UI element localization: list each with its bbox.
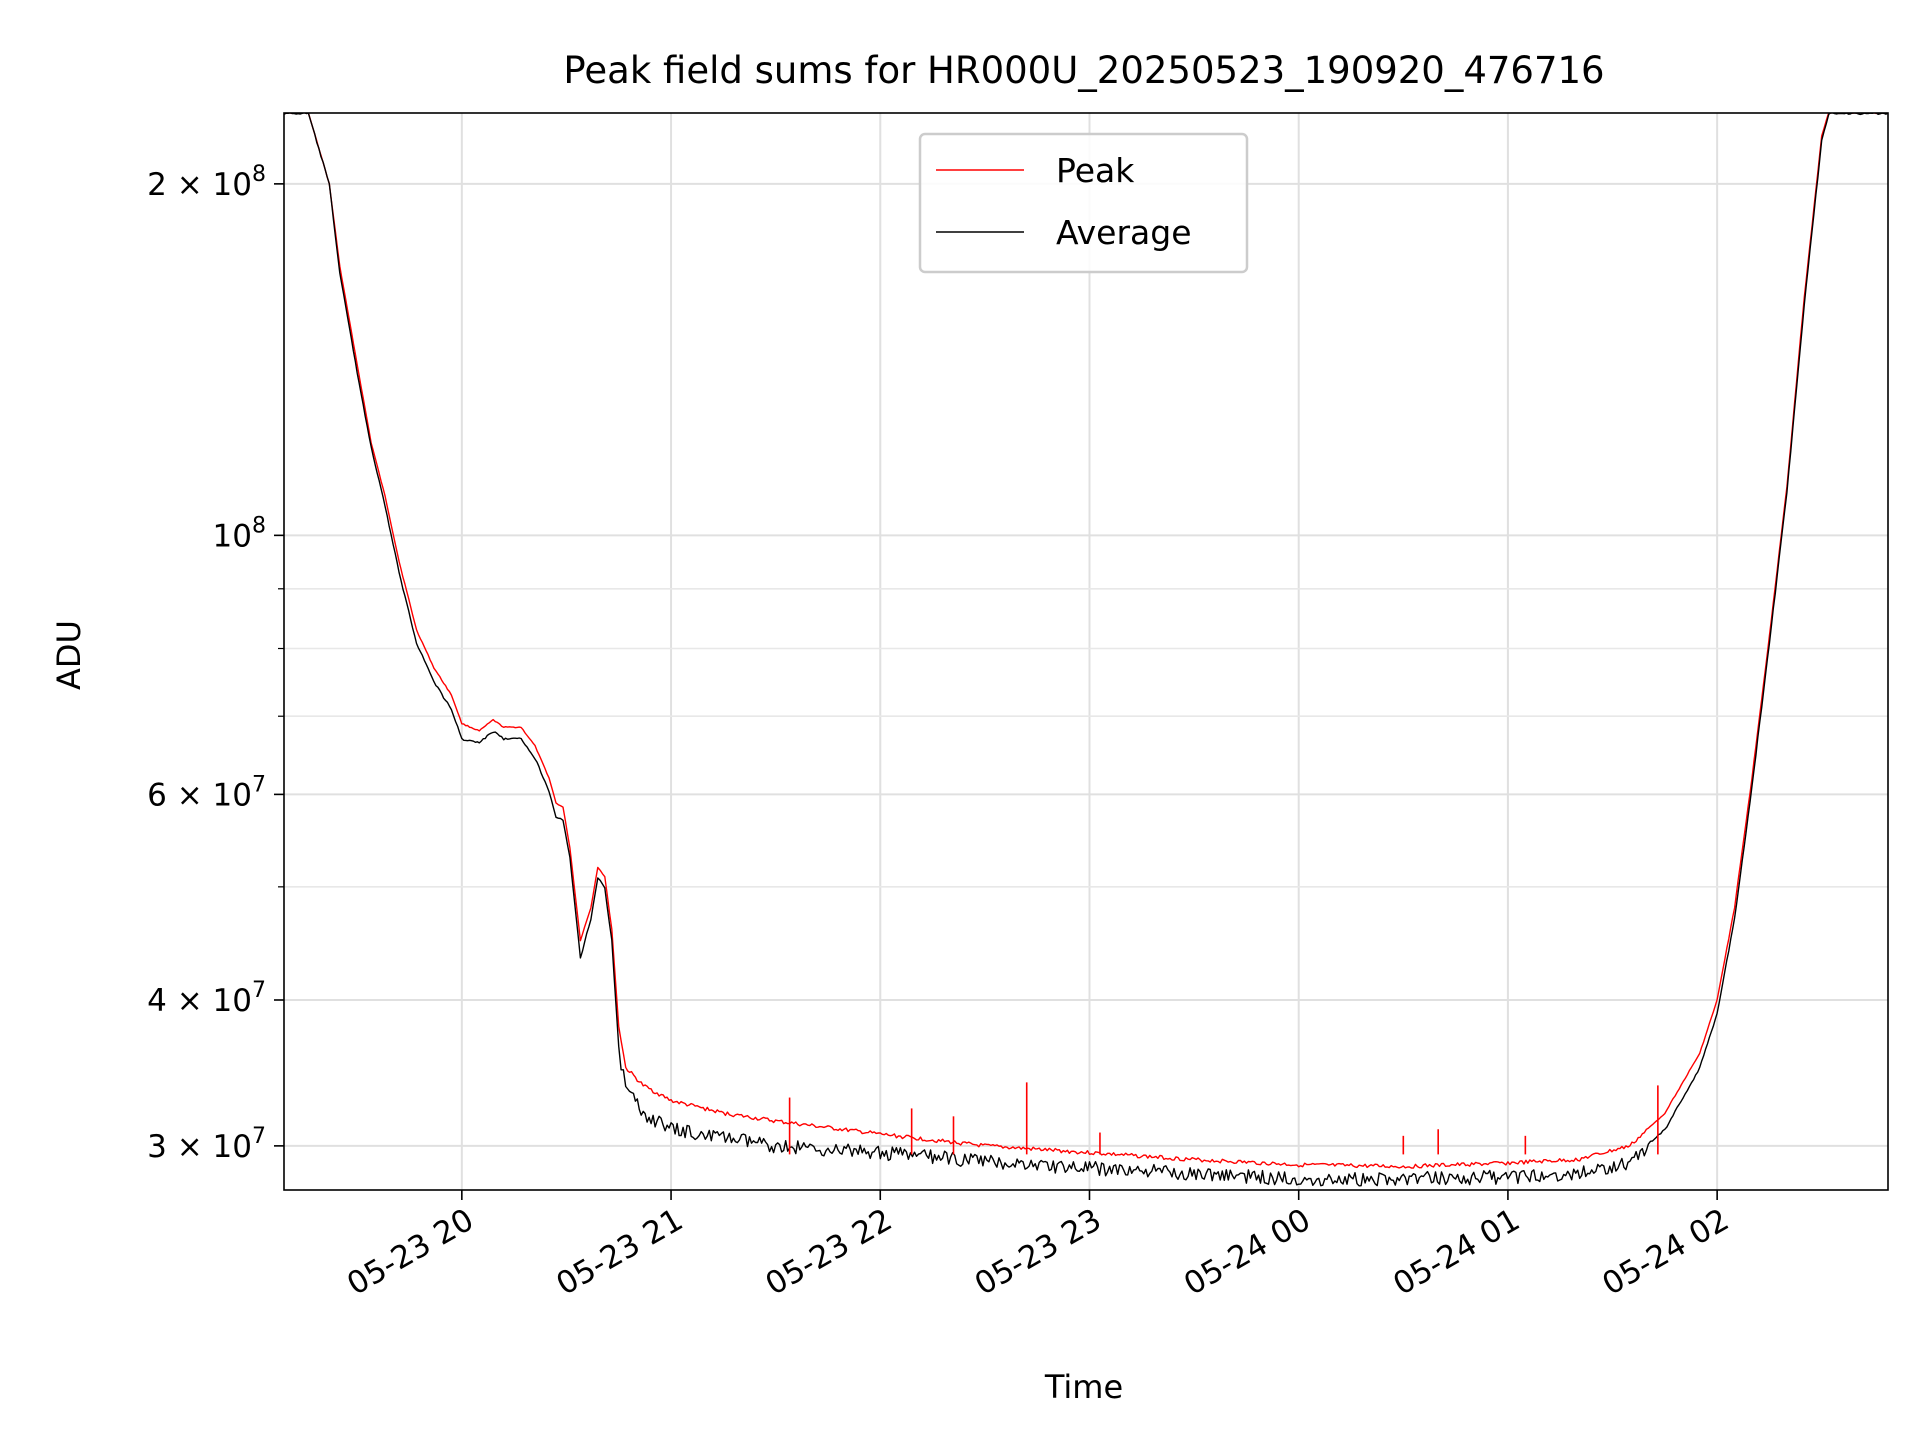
legend-frame xyxy=(918,132,1249,274)
series-line-peak xyxy=(284,113,1888,1169)
y-axis: 3 × 107 4 × 107 6 × 107 108 2 × 108 xyxy=(147,162,284,1165)
plot-frame xyxy=(283,112,1889,1191)
series-line-average xyxy=(284,113,1888,1187)
chart-title: Peak field sums for HR000U_20250523_1909… xyxy=(563,49,1604,92)
legend-label-average: Average xyxy=(1056,213,1192,252)
y-tick-label: 108 xyxy=(213,513,266,554)
x-axis-label: Time xyxy=(1044,1368,1123,1406)
y-tick-label: 6 × 107 xyxy=(147,772,266,813)
y-tick-label: 3 × 107 xyxy=(147,1124,266,1165)
series-group xyxy=(284,113,1888,1187)
series-layer xyxy=(284,113,1888,1187)
legend-label-peak: Peak xyxy=(1056,151,1135,190)
y-axis-label: ADU xyxy=(50,620,88,690)
legend: Peak Average xyxy=(918,132,1249,274)
y-tick-label: 2 × 108 xyxy=(147,162,266,203)
y-tick-label: 4 × 107 xyxy=(147,978,266,1019)
grid xyxy=(284,113,1888,1190)
